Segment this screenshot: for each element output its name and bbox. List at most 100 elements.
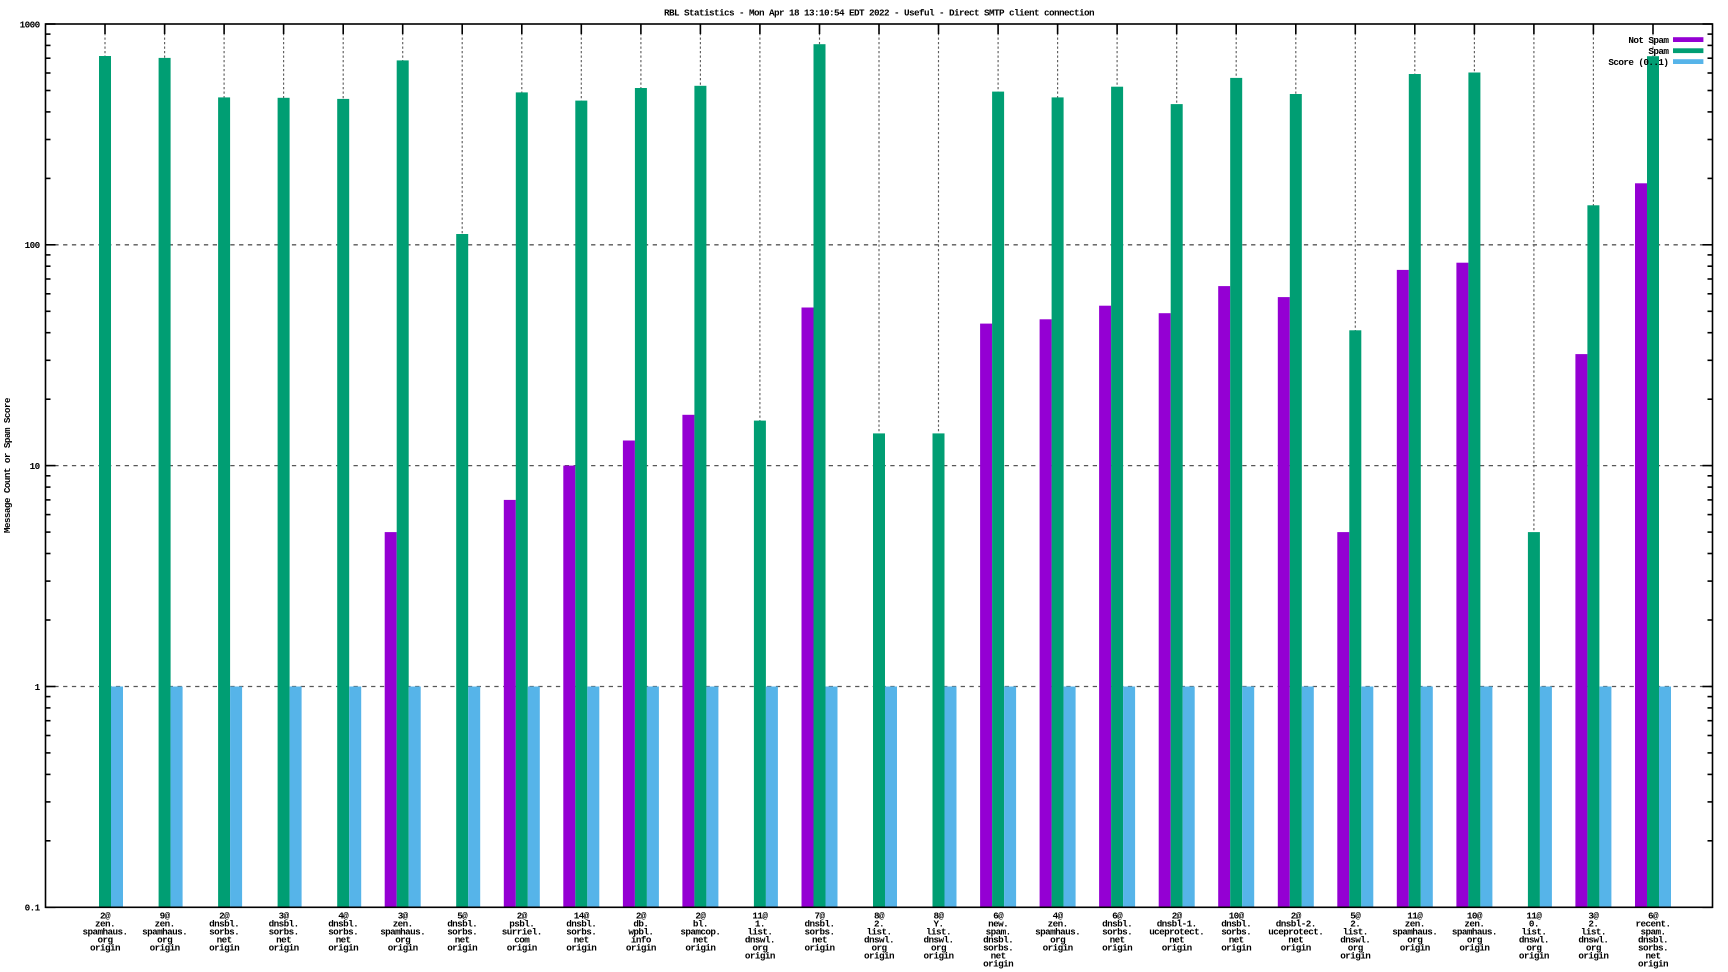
svg-text:dnsbl.: dnsbl. bbox=[447, 919, 477, 930]
svg-text:net: net bbox=[217, 935, 232, 946]
svg-text:origin: origin bbox=[1459, 943, 1490, 954]
svg-text:net: net bbox=[574, 935, 589, 946]
svg-text:origin: origin bbox=[1162, 943, 1193, 954]
svg-text:com: com bbox=[514, 935, 530, 946]
svg-text:11@: 11@ bbox=[1526, 911, 1542, 922]
svg-text:origin: origin bbox=[1519, 951, 1550, 962]
svg-text:org: org bbox=[1348, 943, 1364, 954]
svg-text:dnswl.: dnswl. bbox=[1578, 935, 1608, 946]
svg-text:surriel.: surriel. bbox=[502, 927, 542, 938]
svg-text:2@: 2@ bbox=[100, 911, 111, 922]
svg-text:list.: list. bbox=[867, 927, 892, 938]
svg-text:zen.: zen. bbox=[393, 919, 413, 930]
svg-text:dnsbl.: dnsbl. bbox=[983, 935, 1013, 946]
svg-text:dnsbl.: dnsbl. bbox=[1638, 935, 1668, 946]
svg-text:spamhaus.: spamhaus. bbox=[142, 927, 187, 938]
svg-text:10@: 10@ bbox=[1229, 911, 1245, 922]
svg-text:origin: origin bbox=[507, 943, 538, 954]
svg-text:2.: 2. bbox=[1350, 919, 1360, 930]
svg-text:net: net bbox=[455, 935, 470, 946]
svg-text:origin: origin bbox=[626, 943, 657, 954]
svg-text:zen.: zen. bbox=[1405, 919, 1425, 930]
svg-text:dnsbl.: dnsbl. bbox=[269, 919, 299, 930]
svg-text:sorbs.: sorbs. bbox=[209, 927, 239, 938]
svg-text:Not Spam: Not Spam bbox=[1628, 35, 1669, 46]
svg-text:0.1: 0.1 bbox=[25, 903, 41, 914]
svg-text:list.: list. bbox=[926, 927, 951, 938]
svg-text:2@: 2@ bbox=[695, 911, 706, 922]
svg-text:sorbs.: sorbs. bbox=[1638, 943, 1668, 954]
svg-text:dnsbl.: dnsbl. bbox=[1102, 919, 1132, 930]
svg-text:dnswl.: dnswl. bbox=[745, 935, 775, 946]
svg-text:list.: list. bbox=[1343, 927, 1368, 938]
svg-text:org: org bbox=[1050, 935, 1066, 946]
svg-text:origin: origin bbox=[1578, 951, 1609, 962]
svg-text:RBL Statistics - Mon Apr 18 13: RBL Statistics - Mon Apr 18 13:10:54 EDT… bbox=[664, 8, 1095, 19]
svg-text:14@: 14@ bbox=[574, 911, 590, 922]
svg-text:dnsbl-1.: dnsbl-1. bbox=[1157, 919, 1197, 930]
svg-text:spam.: spam. bbox=[986, 927, 1011, 938]
svg-text:7@: 7@ bbox=[815, 911, 826, 922]
svg-text:dnswl.: dnswl. bbox=[1519, 935, 1549, 946]
svg-text:origin: origin bbox=[566, 943, 597, 954]
svg-text:dnswl.: dnswl. bbox=[864, 935, 894, 946]
svg-text:2.: 2. bbox=[874, 919, 884, 930]
svg-text:Spam: Spam bbox=[1648, 46, 1669, 57]
svg-text:4@: 4@ bbox=[338, 911, 349, 922]
svg-text:dnsbl.: dnsbl. bbox=[209, 919, 239, 930]
svg-text:origin: origin bbox=[1340, 951, 1371, 962]
svg-text:3@: 3@ bbox=[1588, 911, 1599, 922]
svg-text:org: org bbox=[157, 935, 173, 946]
svg-text:2@: 2@ bbox=[517, 911, 528, 922]
svg-text:spamcop.: spamcop. bbox=[680, 927, 720, 938]
svg-text:net: net bbox=[336, 935, 351, 946]
svg-text:zen.: zen. bbox=[1048, 919, 1068, 930]
svg-text:2@: 2@ bbox=[1291, 911, 1302, 922]
svg-text:origin: origin bbox=[328, 943, 359, 954]
svg-text:11@: 11@ bbox=[752, 911, 768, 922]
svg-text:org: org bbox=[1407, 935, 1423, 946]
svg-text:zen.: zen. bbox=[95, 919, 115, 930]
svg-text:1000: 1000 bbox=[20, 19, 41, 30]
svg-text:org: org bbox=[872, 943, 888, 954]
svg-text:origin: origin bbox=[1102, 943, 1133, 954]
svg-text:dnsbl-2.: dnsbl-2. bbox=[1276, 919, 1316, 930]
svg-text:spamhaus.: spamhaus. bbox=[1452, 927, 1497, 938]
svg-text:net: net bbox=[276, 935, 291, 946]
svg-text:bl.: bl. bbox=[693, 919, 708, 930]
svg-text:sorbs.: sorbs. bbox=[1102, 927, 1132, 938]
svg-text:1: 1 bbox=[35, 682, 41, 693]
svg-text:spamhaus.: spamhaus. bbox=[1035, 927, 1080, 938]
svg-text:sorbs.: sorbs. bbox=[1221, 927, 1251, 938]
svg-text:Score (0..1): Score (0..1) bbox=[1608, 57, 1668, 68]
svg-text:6@: 6@ bbox=[1112, 911, 1123, 922]
svg-text:net: net bbox=[991, 951, 1006, 962]
svg-text:new.: new. bbox=[988, 919, 1008, 930]
svg-text:origin: origin bbox=[924, 951, 955, 962]
svg-text:sorbs.: sorbs. bbox=[983, 943, 1013, 954]
svg-text:org: org bbox=[1467, 935, 1483, 946]
svg-text:origin: origin bbox=[90, 943, 121, 954]
svg-text:origin: origin bbox=[805, 943, 836, 954]
svg-text:dnsbl.: dnsbl. bbox=[805, 919, 835, 930]
svg-text:Message Count or Spam Score: Message Count or Spam Score bbox=[2, 397, 13, 533]
svg-text:2@: 2@ bbox=[636, 911, 647, 922]
svg-text:0.: 0. bbox=[1529, 919, 1539, 930]
svg-text:origin: origin bbox=[1638, 959, 1669, 970]
svg-text:10@: 10@ bbox=[1467, 911, 1483, 922]
svg-text:org: org bbox=[752, 943, 768, 954]
svg-text:origin: origin bbox=[745, 951, 776, 962]
svg-text:origin: origin bbox=[447, 943, 478, 954]
svg-text:2.: 2. bbox=[1588, 919, 1598, 930]
svg-text:origin: origin bbox=[150, 943, 181, 954]
svg-text:net: net bbox=[812, 935, 827, 946]
svg-text:6@: 6@ bbox=[993, 911, 1004, 922]
svg-text:3@: 3@ bbox=[279, 911, 290, 922]
svg-text:net: net bbox=[693, 935, 708, 946]
svg-text:sorbs.: sorbs. bbox=[805, 927, 835, 938]
svg-text:info: info bbox=[631, 935, 652, 946]
svg-text:origin: origin bbox=[209, 943, 240, 954]
svg-text:dnswl.: dnswl. bbox=[1340, 935, 1370, 946]
svg-text:sorbs.: sorbs. bbox=[328, 927, 358, 938]
svg-text:zen.: zen. bbox=[155, 919, 175, 930]
